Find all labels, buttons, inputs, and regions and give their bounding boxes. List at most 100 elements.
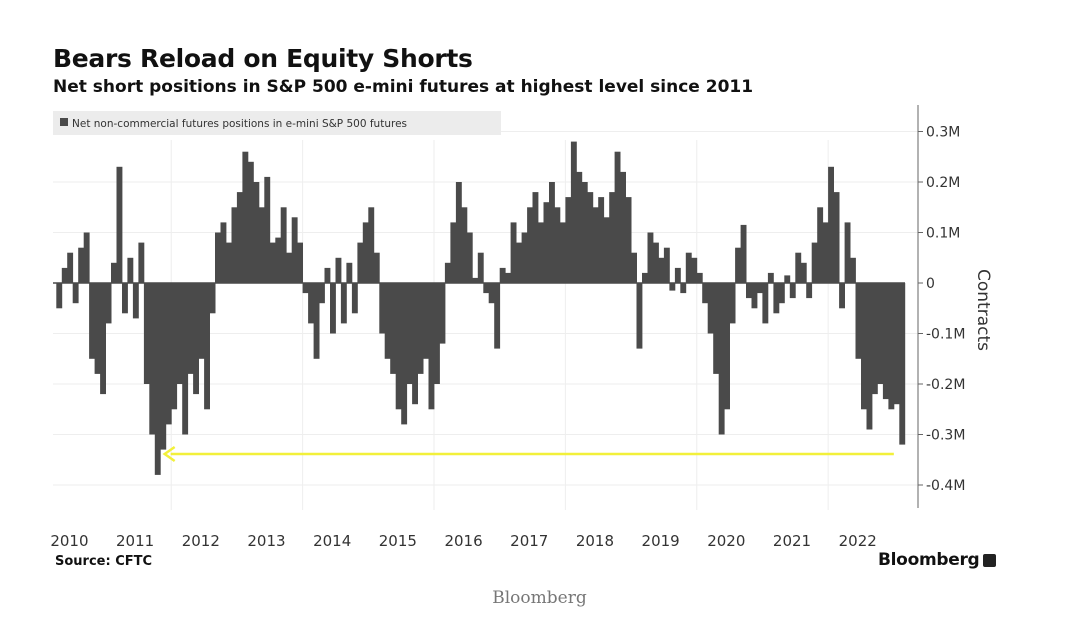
chart-title: Bears Reload on Equity Shorts (53, 44, 473, 73)
bar (357, 242, 364, 283)
bar (494, 283, 501, 349)
bar (193, 283, 199, 395)
bar (198, 283, 205, 359)
bar (171, 283, 178, 410)
bar (384, 283, 391, 359)
bar (154, 283, 161, 475)
bar (680, 283, 687, 294)
bar (767, 272, 774, 283)
bar (685, 252, 692, 283)
bar (297, 242, 303, 283)
y-tick-label: 0.1M (926, 226, 960, 242)
bar (822, 222, 829, 283)
bar (204, 283, 210, 410)
bar (313, 283, 320, 359)
bar (362, 222, 369, 283)
bar (850, 257, 856, 284)
x-tick-label: 2010 (50, 532, 88, 550)
bar (642, 272, 648, 283)
x-tick-label: 2012 (182, 532, 220, 550)
bar (247, 161, 254, 283)
bar (899, 283, 906, 445)
x-tick-label: 2019 (642, 532, 680, 550)
chart-subtitle: Net short positions in S&P 500 e-mini fu… (53, 77, 754, 97)
bar (570, 141, 577, 283)
x-tick-label: 2021 (773, 532, 811, 550)
bar (707, 283, 714, 334)
bar (291, 217, 298, 283)
legend-label: Net non-commercial futures positions in … (72, 118, 407, 130)
bar (532, 192, 539, 283)
bar (390, 283, 397, 374)
bar (61, 267, 68, 283)
bar (691, 257, 698, 284)
bar (735, 247, 741, 283)
bar (893, 283, 900, 405)
bar (132, 283, 139, 319)
x-tick-label: 2016 (444, 532, 482, 550)
bar (187, 283, 194, 374)
bar (231, 207, 238, 284)
bar (444, 262, 451, 283)
bar (702, 283, 709, 304)
bar (549, 182, 555, 283)
bar (488, 283, 495, 304)
bar (461, 207, 468, 284)
y-axis-label: Contracts (973, 269, 993, 351)
bar (795, 252, 802, 283)
bar (165, 283, 172, 425)
bar (401, 283, 408, 425)
legend-box (53, 111, 501, 135)
bar (319, 283, 325, 304)
bar (592, 207, 599, 284)
y-tick-label: -0.2M (926, 377, 965, 393)
bar (636, 283, 643, 349)
bar (658, 257, 665, 284)
bar (871, 283, 878, 395)
bar (428, 283, 435, 410)
bar (269, 242, 276, 283)
bar (538, 222, 544, 283)
bar (806, 283, 813, 299)
bar (554, 207, 561, 284)
bar (866, 283, 873, 430)
bar (242, 151, 249, 283)
bar (340, 283, 347, 324)
bar (817, 207, 824, 284)
bar (417, 283, 424, 374)
bar (696, 272, 703, 283)
bar (472, 277, 479, 283)
bar (373, 252, 380, 283)
bar (839, 283, 845, 309)
bar (100, 283, 106, 395)
bar (833, 192, 840, 283)
bar (258, 207, 265, 284)
bar (226, 242, 232, 283)
y-tick-label: 0.2M (926, 175, 960, 191)
bar (105, 283, 112, 324)
bar (631, 252, 637, 283)
image-caption: Bloomberg (492, 588, 587, 608)
bar (324, 267, 331, 283)
bar (559, 222, 566, 283)
bar (800, 262, 807, 283)
bar (122, 283, 128, 314)
bar (855, 283, 862, 359)
bar (724, 283, 730, 410)
bar (609, 192, 616, 283)
bar (505, 272, 512, 283)
bar (209, 283, 216, 314)
source-note: Source: CFTC (55, 554, 153, 569)
bar (143, 283, 150, 384)
bar (861, 283, 867, 410)
bar (89, 283, 95, 359)
x-tick-label: 2014 (313, 532, 351, 550)
x-tick-label: 2011 (116, 532, 154, 550)
bar (116, 166, 123, 283)
bar (83, 232, 90, 283)
bar (176, 283, 183, 384)
bar (625, 197, 632, 283)
bar (236, 192, 243, 283)
bar (439, 283, 446, 344)
y-tick-label: -0.1M (926, 327, 965, 343)
